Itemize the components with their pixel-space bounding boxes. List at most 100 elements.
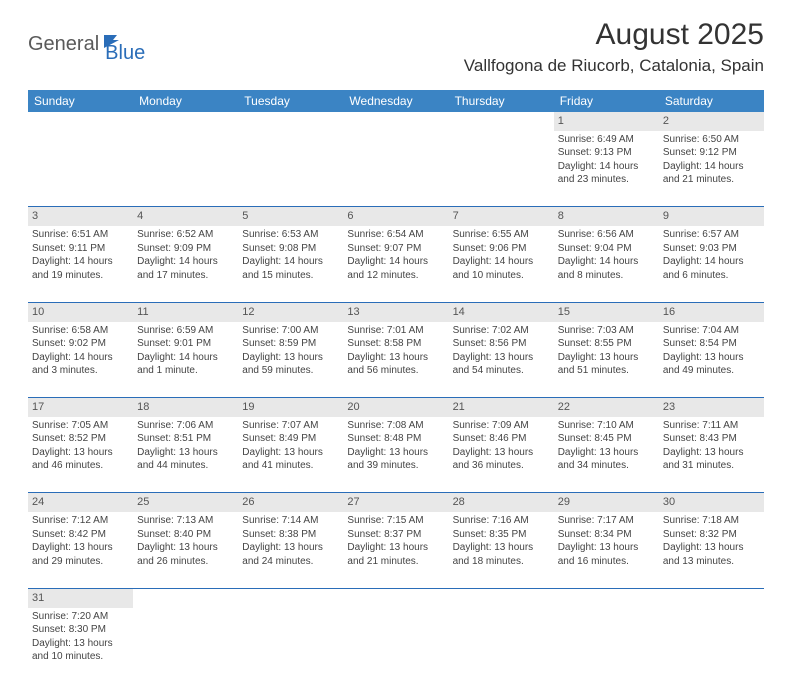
day-cell xyxy=(554,608,659,684)
daylight-text: Daylight: 13 hours and 54 minutes. xyxy=(453,351,550,378)
calendar-body: 12Sunrise: 6:49 AMSunset: 9:13 PMDayligh… xyxy=(28,112,764,684)
sunrise-text: Sunrise: 7:04 AM xyxy=(663,324,760,338)
sunrise-text: Sunrise: 6:50 AM xyxy=(663,133,760,147)
daylight-text: Daylight: 13 hours and 26 minutes. xyxy=(137,541,234,568)
daylight-text: Daylight: 13 hours and 36 minutes. xyxy=(453,446,550,473)
day-number-cell xyxy=(343,112,448,131)
day-number-cell: 21 xyxy=(449,398,554,417)
day-number-cell xyxy=(659,588,764,607)
sunset-text: Sunset: 8:32 PM xyxy=(663,528,760,542)
daylight-text: Daylight: 13 hours and 39 minutes. xyxy=(347,446,444,473)
sunset-text: Sunset: 8:56 PM xyxy=(453,337,550,351)
week-content-row: Sunrise: 6:51 AMSunset: 9:11 PMDaylight:… xyxy=(28,226,764,302)
sunrise-text: Sunrise: 7:05 AM xyxy=(32,419,129,433)
sunrise-text: Sunrise: 7:14 AM xyxy=(242,514,339,528)
sunrise-text: Sunrise: 7:16 AM xyxy=(453,514,550,528)
daylight-text: Daylight: 14 hours and 6 minutes. xyxy=(663,255,760,282)
sunrise-text: Sunrise: 6:55 AM xyxy=(453,228,550,242)
daylight-text: Daylight: 13 hours and 24 minutes. xyxy=(242,541,339,568)
day-cell: Sunrise: 7:13 AMSunset: 8:40 PMDaylight:… xyxy=(133,512,238,588)
day-number-cell: 17 xyxy=(28,398,133,417)
col-sunday: Sunday xyxy=(28,90,133,112)
calendar-table: Sunday Monday Tuesday Wednesday Thursday… xyxy=(28,90,764,684)
daynum-row: 24252627282930 xyxy=(28,493,764,512)
sunrise-text: Sunrise: 7:02 AM xyxy=(453,324,550,338)
sunset-text: Sunset: 8:49 PM xyxy=(242,432,339,446)
day-cell: Sunrise: 7:10 AMSunset: 8:45 PMDaylight:… xyxy=(554,417,659,493)
sunrise-text: Sunrise: 7:10 AM xyxy=(558,419,655,433)
sunset-text: Sunset: 8:45 PM xyxy=(558,432,655,446)
sunrise-text: Sunrise: 7:01 AM xyxy=(347,324,444,338)
sunset-text: Sunset: 8:58 PM xyxy=(347,337,444,351)
sunrise-text: Sunrise: 7:18 AM xyxy=(663,514,760,528)
daynum-row: 31 xyxy=(28,588,764,607)
day-number-cell xyxy=(238,588,343,607)
day-cell: Sunrise: 7:02 AMSunset: 8:56 PMDaylight:… xyxy=(449,322,554,398)
day-number-cell xyxy=(449,588,554,607)
col-thursday: Thursday xyxy=(449,90,554,112)
sunrise-text: Sunrise: 7:17 AM xyxy=(558,514,655,528)
day-cell: Sunrise: 7:20 AMSunset: 8:30 PMDaylight:… xyxy=(28,608,133,684)
day-cell: Sunrise: 7:14 AMSunset: 8:38 PMDaylight:… xyxy=(238,512,343,588)
col-tuesday: Tuesday xyxy=(238,90,343,112)
day-cell: Sunrise: 7:03 AMSunset: 8:55 PMDaylight:… xyxy=(554,322,659,398)
daylight-text: Daylight: 13 hours and 56 minutes. xyxy=(347,351,444,378)
day-number-cell xyxy=(28,112,133,131)
daylight-text: Daylight: 13 hours and 41 minutes. xyxy=(242,446,339,473)
sunset-text: Sunset: 9:07 PM xyxy=(347,242,444,256)
day-number-cell: 4 xyxy=(133,207,238,226)
daylight-text: Daylight: 14 hours and 17 minutes. xyxy=(137,255,234,282)
day-cell xyxy=(449,131,554,207)
day-cell xyxy=(659,608,764,684)
daylight-text: Daylight: 13 hours and 31 minutes. xyxy=(663,446,760,473)
sunset-text: Sunset: 8:34 PM xyxy=(558,528,655,542)
day-number-cell: 5 xyxy=(238,207,343,226)
day-cell: Sunrise: 7:01 AMSunset: 8:58 PMDaylight:… xyxy=(343,322,448,398)
day-cell xyxy=(238,131,343,207)
daynum-row: 17181920212223 xyxy=(28,398,764,417)
day-cell: Sunrise: 7:06 AMSunset: 8:51 PMDaylight:… xyxy=(133,417,238,493)
sunset-text: Sunset: 8:51 PM xyxy=(137,432,234,446)
daylight-text: Daylight: 13 hours and 46 minutes. xyxy=(32,446,129,473)
sunrise-text: Sunrise: 6:56 AM xyxy=(558,228,655,242)
day-cell: Sunrise: 7:12 AMSunset: 8:42 PMDaylight:… xyxy=(28,512,133,588)
day-number-cell xyxy=(133,112,238,131)
sunset-text: Sunset: 8:37 PM xyxy=(347,528,444,542)
day-cell: Sunrise: 7:18 AMSunset: 8:32 PMDaylight:… xyxy=(659,512,764,588)
logo-text-general: General xyxy=(28,33,99,56)
logo-text-blue: Blue xyxy=(105,42,145,65)
day-number-cell: 24 xyxy=(28,493,133,512)
daylight-text: Daylight: 14 hours and 8 minutes. xyxy=(558,255,655,282)
day-number-cell: 26 xyxy=(238,493,343,512)
day-cell: Sunrise: 6:53 AMSunset: 9:08 PMDaylight:… xyxy=(238,226,343,302)
week-content-row: Sunrise: 7:05 AMSunset: 8:52 PMDaylight:… xyxy=(28,417,764,493)
day-number-cell: 9 xyxy=(659,207,764,226)
sunrise-text: Sunrise: 7:09 AM xyxy=(453,419,550,433)
day-number-cell: 19 xyxy=(238,398,343,417)
daylight-text: Daylight: 14 hours and 1 minute. xyxy=(137,351,234,378)
sunset-text: Sunset: 8:43 PM xyxy=(663,432,760,446)
sunset-text: Sunset: 9:09 PM xyxy=(137,242,234,256)
daylight-text: Daylight: 14 hours and 15 minutes. xyxy=(242,255,339,282)
daylight-text: Daylight: 13 hours and 49 minutes. xyxy=(663,351,760,378)
day-cell xyxy=(133,608,238,684)
day-cell xyxy=(28,131,133,207)
day-number-cell: 23 xyxy=(659,398,764,417)
sunrise-text: Sunrise: 6:58 AM xyxy=(32,324,129,338)
sunset-text: Sunset: 8:48 PM xyxy=(347,432,444,446)
daylight-text: Daylight: 13 hours and 44 minutes. xyxy=(137,446,234,473)
day-number-cell: 30 xyxy=(659,493,764,512)
sunset-text: Sunset: 9:11 PM xyxy=(32,242,129,256)
daynum-row: 3456789 xyxy=(28,207,764,226)
day-number-cell xyxy=(343,588,448,607)
day-cell: Sunrise: 6:50 AMSunset: 9:12 PMDaylight:… xyxy=(659,131,764,207)
day-number-cell: 18 xyxy=(133,398,238,417)
day-cell: Sunrise: 6:55 AMSunset: 9:06 PMDaylight:… xyxy=(449,226,554,302)
sunset-text: Sunset: 8:40 PM xyxy=(137,528,234,542)
daylight-text: Daylight: 14 hours and 21 minutes. xyxy=(663,160,760,187)
sunrise-text: Sunrise: 7:13 AM xyxy=(137,514,234,528)
daylight-text: Daylight: 13 hours and 51 minutes. xyxy=(558,351,655,378)
sunrise-text: Sunrise: 6:52 AM xyxy=(137,228,234,242)
day-number-cell: 8 xyxy=(554,207,659,226)
sunset-text: Sunset: 9:04 PM xyxy=(558,242,655,256)
